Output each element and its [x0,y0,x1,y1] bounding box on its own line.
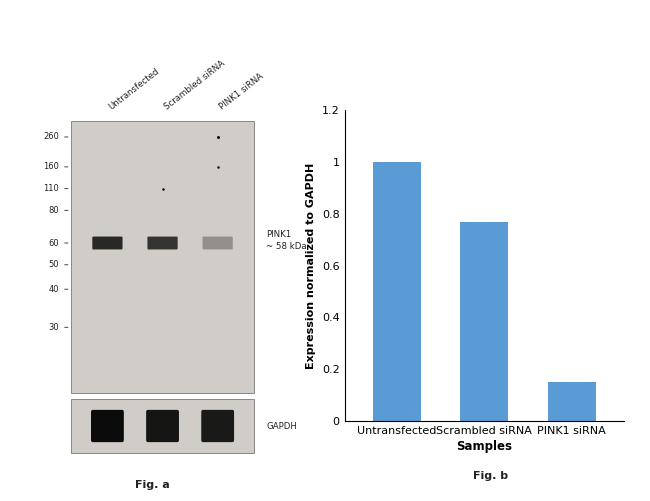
Text: 80: 80 [48,206,59,215]
Bar [373,162,421,421]
Text: Fig. a: Fig. a [135,480,170,490]
FancyBboxPatch shape [148,236,177,249]
Text: Fig. b: Fig. b [473,471,508,481]
Bar [71,121,254,393]
Text: 110: 110 [44,184,59,193]
Text: Scrambled siRNA: Scrambled siRNA [162,59,226,111]
Text: 260: 260 [43,132,59,141]
Text: PINK1
~ 58 kDa: PINK1 ~ 58 kDa [266,230,307,251]
Text: 40: 40 [49,285,59,294]
FancyBboxPatch shape [202,410,234,442]
Text: GAPDH: GAPDH [266,421,297,430]
Text: 60: 60 [48,238,59,247]
Bar [547,382,595,421]
Text: PINK1 siRNA: PINK1 siRNA [218,72,265,111]
Text: 160: 160 [43,162,59,171]
Text: Untransfected: Untransfected [107,67,161,111]
Bar [71,399,254,452]
Bar [460,221,508,421]
Text: 50: 50 [49,261,59,269]
FancyBboxPatch shape [203,236,233,249]
Text: 30: 30 [48,323,59,332]
FancyBboxPatch shape [92,236,123,249]
X-axis label: Samples: Samples [456,440,512,453]
FancyBboxPatch shape [91,410,124,442]
Y-axis label: Expression normalized to GAPDH: Expression normalized to GAPDH [306,162,317,369]
FancyBboxPatch shape [146,410,179,442]
